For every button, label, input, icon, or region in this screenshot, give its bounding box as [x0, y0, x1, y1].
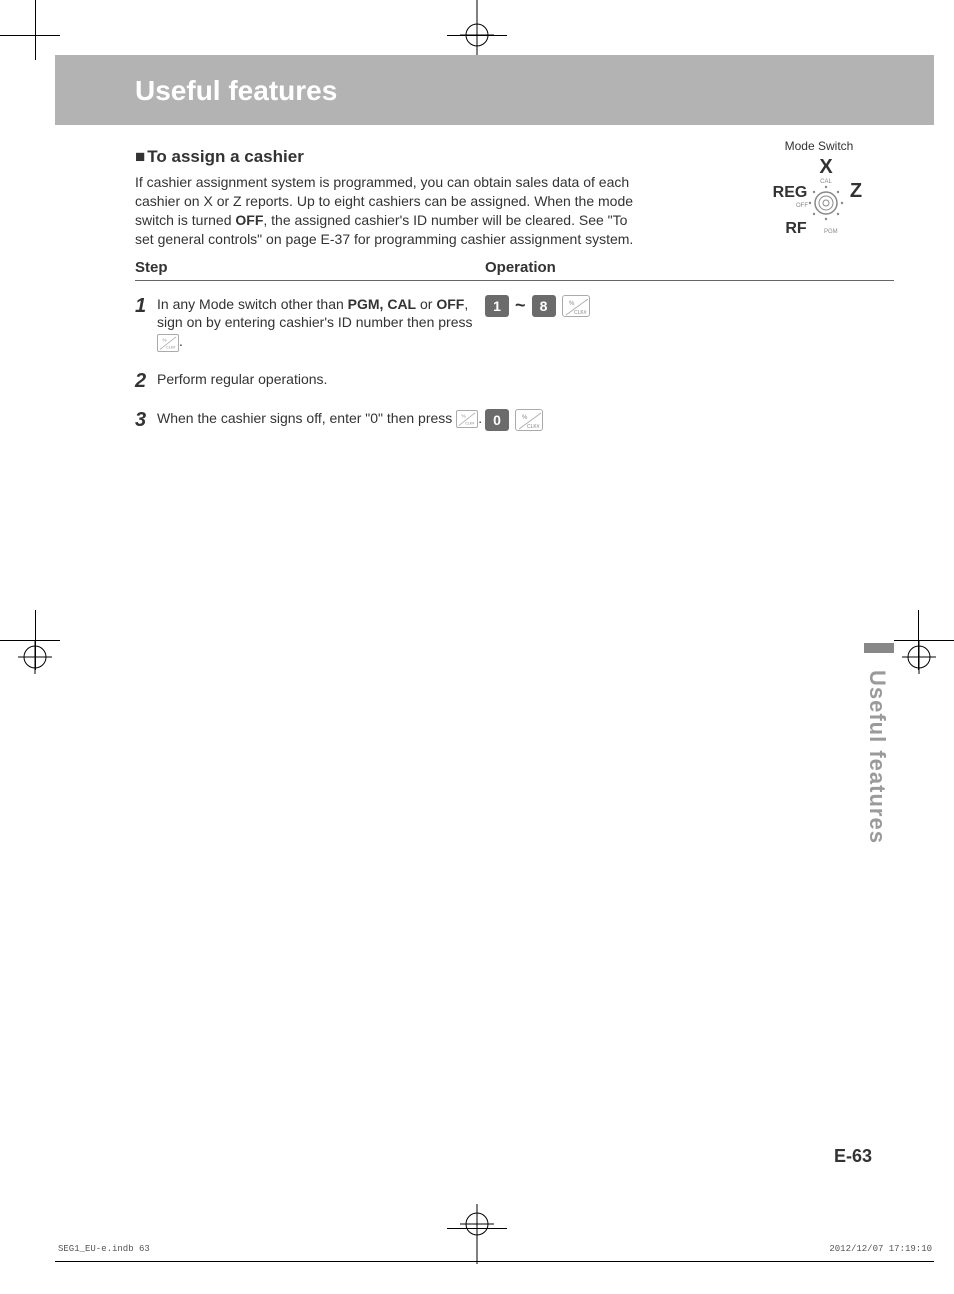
svg-text:RF: RF — [785, 220, 807, 237]
svg-text:CLK#: CLK# — [527, 424, 540, 430]
step-number: 2 — [135, 370, 157, 391]
intro-paragraph: If cashier assignment system is programm… — [135, 173, 645, 249]
crop-mark — [0, 35, 60, 36]
step-text: When the cashier signs off, enter "0" th… — [157, 409, 485, 428]
svg-text:%: % — [569, 301, 575, 307]
registration-mark — [460, 18, 494, 57]
mode-switch-diagram: Mode Switch X CAL REG — [764, 139, 874, 245]
operation-header: Operation — [485, 259, 556, 276]
crop-mark — [35, 0, 36, 60]
registration-mark — [18, 640, 52, 679]
step-operation: 0 % CLK# — [485, 409, 543, 431]
clk-key-icon: % CLK# — [515, 409, 543, 431]
step-text: In any Mode switch other than PGM, CAL o… — [157, 295, 485, 352]
keycap-0: 0 — [485, 409, 509, 431]
svg-text:%: % — [462, 413, 466, 418]
page-content: Useful features Mode Switch — [55, 55, 934, 1239]
svg-text:X: X — [819, 156, 833, 178]
svg-text:CAL: CAL — [820, 179, 832, 185]
footer-rule — [55, 1261, 934, 1262]
page-number: E-63 — [834, 1146, 872, 1167]
footer-left: SEG1_EU-e.indb 63 — [58, 1244, 150, 1254]
clk-key-icon: % CLK# — [456, 410, 478, 428]
footer-right: 2012/12/07 17:19:10 — [829, 1244, 932, 1254]
clk-key-icon: % CLK# — [157, 334, 179, 352]
svg-text:OFF: OFF — [796, 203, 808, 209]
step-header: Step — [135, 259, 485, 276]
svg-text:PGM: PGM — [824, 229, 838, 235]
svg-text:REG: REG — [773, 184, 808, 201]
step-row: 2 Perform regular operations. — [135, 370, 894, 391]
step-operation: 1 ~ 8 % CLK# — [485, 295, 590, 317]
svg-text:CLK#: CLK# — [574, 310, 587, 316]
keycap-8: 8 — [532, 295, 556, 317]
step-number: 3 — [135, 409, 157, 430]
mode-switch-label: Mode Switch — [764, 139, 874, 153]
side-tab: Useful features — [864, 670, 890, 844]
svg-text:CLK#: CLK# — [465, 422, 474, 426]
svg-text:CLK#: CLK# — [166, 345, 175, 349]
svg-text:%: % — [522, 415, 528, 421]
page-title: Useful features — [135, 75, 934, 107]
keycap-1: 1 — [485, 295, 509, 317]
step-row: 1 In any Mode switch other than PGM, CAL… — [135, 295, 894, 352]
step-text: Perform regular operations. — [157, 370, 485, 389]
clk-key-icon: % CLK# — [562, 295, 590, 317]
intro-bold: OFF — [235, 212, 263, 228]
step-number: 1 — [135, 295, 157, 316]
svg-text:Z: Z — [850, 180, 862, 202]
step-row: 3 When the cashier signs off, enter "0" … — [135, 409, 894, 431]
side-tab-marker — [864, 643, 894, 653]
svg-text:%: % — [163, 337, 167, 342]
column-headers: Step Operation — [135, 259, 894, 281]
tilde: ~ — [515, 295, 526, 316]
title-bar: Useful features — [55, 55, 934, 125]
